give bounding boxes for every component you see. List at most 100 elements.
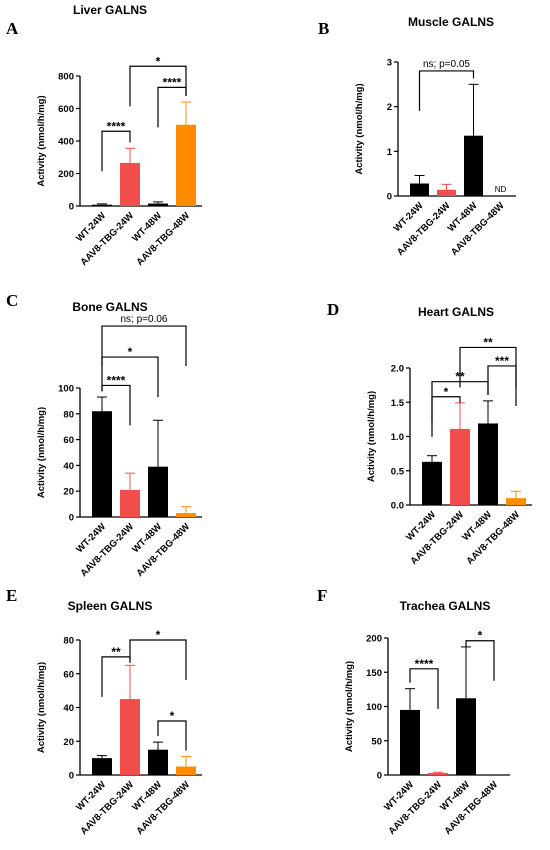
bar: [422, 461, 442, 505]
bar: [92, 411, 112, 517]
y-tick-label: 40: [63, 703, 74, 714]
y-axis-label: Activity (nmol/h/mg): [366, 391, 377, 482]
significance-bracket: [418, 70, 475, 111]
y-tick-label: 20: [63, 487, 74, 498]
y-tick-label: 150: [366, 668, 382, 679]
x-tick-label: AAV8-TBG-48W: [134, 210, 192, 268]
y-tick-label: 2: [387, 102, 392, 113]
x-tick-label: AAV8-TBG-48W: [134, 779, 192, 837]
significance-label: *: [156, 54, 161, 68]
x-tick-label: AAV8-TBG-24W: [386, 779, 444, 837]
y-tick-label: 3: [387, 58, 392, 69]
panel-letter: F: [317, 586, 327, 605]
significance-label: ****: [415, 657, 434, 671]
y-tick-label: 0: [69, 771, 74, 782]
y-axis-label: Activity (nmol/h/mg): [36, 407, 47, 498]
significance-label: ****: [107, 119, 126, 133]
bar: [148, 203, 168, 206]
bar: [450, 428, 470, 505]
significance-bracket: [129, 639, 187, 680]
significance-bracket: [129, 65, 187, 107]
bar: [120, 162, 140, 206]
chart-title: Liver GALNS: [73, 3, 147, 17]
significance-bracket: [487, 365, 517, 406]
significance-label: *: [170, 709, 175, 723]
y-tick-label: 2.0: [391, 364, 404, 375]
significance-label: *: [444, 385, 449, 399]
y-tick-label: 0: [377, 771, 382, 782]
y-tick-label: 80: [63, 409, 74, 420]
chart-title: Trachea GALNS: [400, 599, 491, 613]
x-tick-label: AAV8-TBG-24W: [78, 779, 136, 837]
significance-bracket: [409, 668, 439, 709]
significance-bracket: [101, 356, 159, 398]
chart-title: Bone GALNS: [72, 300, 147, 314]
significance-label: ***: [495, 354, 509, 368]
y-tick-label: 100: [58, 384, 74, 395]
panel-letter: C: [6, 291, 18, 310]
chart-title: Muscle GALNS: [408, 15, 494, 29]
x-tick-label: AAV8-TBG-48W: [134, 521, 192, 579]
bar: [148, 749, 168, 775]
bar: [464, 135, 483, 196]
significance-label: *: [128, 345, 133, 359]
y-tick-label: 0.5: [391, 466, 405, 477]
y-axis-label: Activity (nmol/h/mg): [36, 95, 47, 186]
bar: [478, 423, 498, 505]
y-tick-label: 60: [63, 669, 74, 680]
panel-letter: A: [6, 19, 19, 38]
chart-title: Spleen GALNS: [68, 599, 153, 613]
significance-label: *: [478, 629, 483, 643]
bar: [120, 489, 140, 517]
y-tick-label: 50: [371, 736, 382, 747]
significance-bracket: [101, 325, 187, 367]
y-tick-label: 1.5: [391, 398, 405, 409]
y-tick-label: 1: [387, 147, 393, 158]
panel-letter: B: [318, 19, 329, 38]
x-tick-label: AAV8-TBG-48W: [442, 779, 500, 837]
y-tick-label: 0: [69, 513, 74, 524]
y-tick-label: 1.0: [391, 432, 404, 443]
bar: [176, 124, 196, 206]
y-tick-label: 40: [63, 461, 74, 472]
y-tick-label: 800: [58, 72, 74, 83]
panel-letter: D: [327, 300, 339, 319]
significance-bracket: [157, 720, 187, 751]
y-tick-label: 0: [69, 202, 74, 213]
x-tick-label: AAV8-TBG-24W: [78, 521, 136, 579]
x-tick-label: AAV8-TBG-24W: [78, 210, 136, 268]
significance-label: ns; p=0.06: [121, 314, 168, 325]
bar: [148, 466, 168, 517]
panel-letter: E: [6, 586, 17, 605]
y-tick-label: 100: [366, 702, 382, 713]
chart-title: Heart GALNS: [418, 305, 494, 319]
y-tick-label: 600: [58, 104, 74, 115]
bar: [456, 698, 476, 775]
value-label: ND: [495, 185, 507, 194]
bar: [120, 699, 140, 775]
significance-bracket: [459, 346, 517, 388]
bar: [92, 204, 112, 206]
y-tick-label: 400: [58, 137, 74, 148]
y-tick-label: 80: [63, 636, 74, 647]
y-tick-label: 60: [63, 435, 74, 446]
y-tick-label: 0.0: [391, 501, 404, 512]
y-tick-label: 20: [63, 737, 74, 748]
significance-label: ns; p=0.05: [423, 59, 470, 70]
significance-bracket: [157, 86, 187, 128]
bar: [176, 766, 196, 775]
y-tick-label: 0: [387, 192, 392, 203]
y-axis-label: Activity (nmol/h/mg): [354, 83, 365, 174]
y-axis-label: Activity (nmol/h/mg): [36, 662, 47, 753]
significance-label: **: [483, 335, 493, 349]
significance-bracket: [101, 130, 131, 172]
y-tick-label: 200: [366, 634, 382, 645]
bar: [506, 498, 526, 505]
bar: [92, 758, 112, 775]
significance-label: *: [156, 628, 161, 642]
bar: [410, 183, 429, 196]
significance-bracket: [101, 656, 131, 697]
bar: [428, 772, 448, 775]
bar: [176, 513, 196, 517]
